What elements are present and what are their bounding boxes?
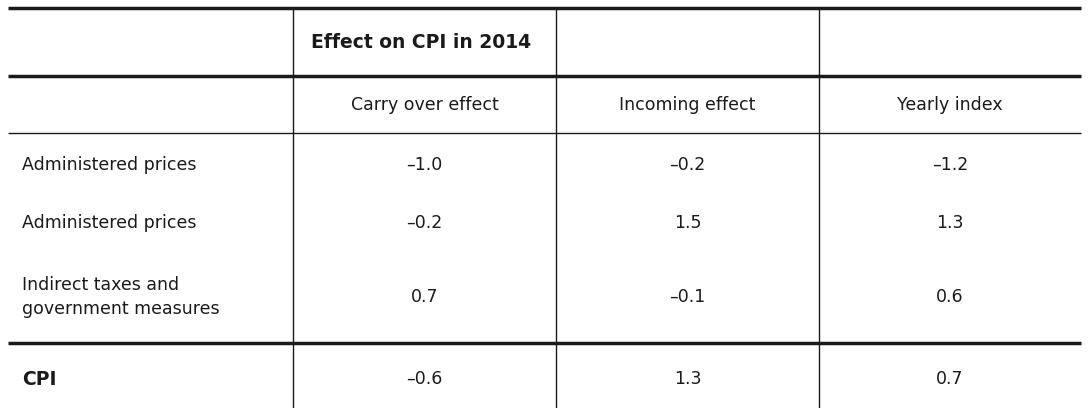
Text: 0.6: 0.6: [937, 288, 964, 306]
Text: Administered prices: Administered prices: [22, 215, 196, 233]
Text: 1.3: 1.3: [674, 370, 701, 388]
Text: Effect on CPI in 2014: Effect on CPI in 2014: [311, 33, 531, 51]
Text: 1.3: 1.3: [937, 215, 964, 233]
Text: Yearly index: Yearly index: [897, 95, 1003, 113]
Text: –1.0: –1.0: [406, 155, 442, 173]
Text: CPI: CPI: [22, 370, 57, 389]
Text: Carry over effect: Carry over effect: [351, 95, 499, 113]
Text: –0.2: –0.2: [670, 155, 706, 173]
Text: 0.7: 0.7: [937, 370, 964, 388]
Text: –0.2: –0.2: [406, 215, 442, 233]
Text: –1.2: –1.2: [932, 155, 968, 173]
Text: –0.1: –0.1: [670, 288, 706, 306]
Text: 1.5: 1.5: [674, 215, 701, 233]
Text: Incoming effect: Incoming effect: [620, 95, 756, 113]
Text: Indirect taxes and
government measures: Indirect taxes and government measures: [22, 276, 220, 318]
Text: 0.7: 0.7: [411, 288, 438, 306]
Text: –0.6: –0.6: [406, 370, 443, 388]
Text: Administered prices: Administered prices: [22, 155, 196, 173]
